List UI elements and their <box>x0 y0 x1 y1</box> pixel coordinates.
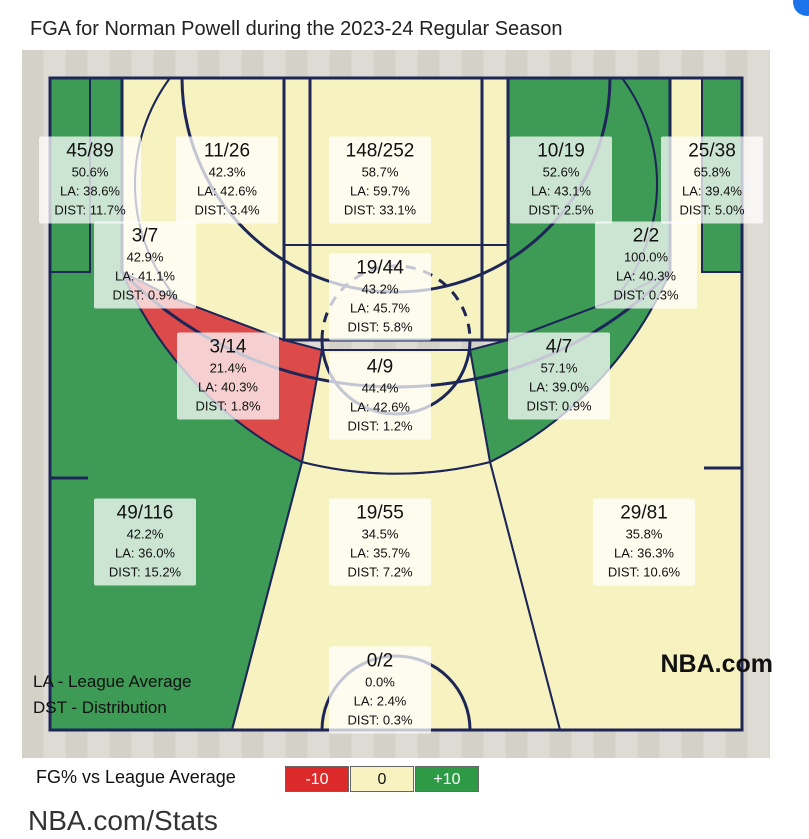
zone-fg-percent: 57.1% <box>540 360 578 376</box>
zone-made-attempted: 4/9 <box>366 356 394 378</box>
zone-stat-box: 4/7 57.1% LA: 39.0% DIST: 0.9% <box>508 332 610 420</box>
zone-made-attempted: 45/89 <box>66 140 114 162</box>
zone-fg-percent: 42.2% <box>126 526 164 542</box>
zone-league-average: LA: 36.3% <box>614 545 674 561</box>
zone-fg-percent: 35.8% <box>625 526 663 542</box>
zone-distribution: DIST: 2.5% <box>528 202 594 218</box>
zone-stat-box: 4/9 44.4% LA: 42.6% DIST: 1.2% <box>329 352 431 440</box>
zone-distribution: DIST: 33.1% <box>343 202 417 218</box>
zone-fg-percent: 42.3% <box>208 164 246 180</box>
zone-league-average: LA: 41.1% <box>115 268 175 284</box>
zone-made-attempted: 25/38 <box>688 140 736 162</box>
zone-made-attempted: 19/44 <box>356 257 404 279</box>
zone-made-attempted: 0/2 <box>366 650 394 672</box>
zone-distribution: DIST: 5.8% <box>347 319 413 335</box>
zone-fg-percent: 65.8% <box>693 164 731 180</box>
zone-made-attempted: 49/116 <box>116 502 174 524</box>
zone-fg-percent: 58.7% <box>361 164 399 180</box>
zone-stat-box: 45/89 50.6% LA: 38.6% DIST: 11.7% <box>39 136 141 224</box>
floor-plank <box>748 50 769 758</box>
zone-made-attempted: 2/2 <box>632 225 660 247</box>
zone-distribution: DIST: 0.3% <box>347 712 413 728</box>
fg-legend-label: FG% vs League Average <box>36 767 236 787</box>
zone-league-average: LA: 35.7% <box>350 545 410 561</box>
shot-chart: 45/89 50.6% LA: 38.6% DIST: 11.7% 11/26 42.3%… <box>22 50 770 758</box>
zone-league-average: LA: 59.7% <box>350 183 410 199</box>
zone-made-attempted: 148/252 <box>345 140 415 162</box>
zone-league-average: LA: 39.0% <box>529 379 589 395</box>
legend-swatch: 0 <box>350 766 414 792</box>
zone-stat-box: 49/116 42.2% LA: 36.0% DIST: 15.2% <box>94 498 196 586</box>
zone-league-average: LA: 2.4% <box>353 693 407 709</box>
zone-made-attempted: 11/26 <box>203 140 251 162</box>
zone-distribution: DIST: 7.2% <box>347 564 413 580</box>
zone-league-average: LA: 42.6% <box>350 399 410 415</box>
zone-fg-percent: 100.0% <box>623 249 669 265</box>
legend-swatch: -10 <box>285 766 349 792</box>
zone-distribution: DIST: 1.8% <box>195 398 261 414</box>
footer-source: NBA.com/Stats <box>28 805 218 836</box>
distribution-note: DST - Distribution <box>33 698 167 717</box>
corner-badge <box>793 0 809 16</box>
zone-league-average: LA: 42.6% <box>197 183 257 199</box>
zone-distribution: DIST: 3.4% <box>194 202 260 218</box>
zone-fg-percent: 34.5% <box>361 526 399 542</box>
legend-swatch: +10 <box>415 766 479 792</box>
zone-made-attempted: 4/7 <box>545 336 573 358</box>
nba-brand: NBA.com <box>660 650 773 678</box>
zone-league-average: LA: 39.4% <box>682 183 742 199</box>
zone-stat-box: 25/38 65.8% LA: 39.4% DIST: 5.0% <box>661 136 763 224</box>
zone-distribution: DIST: 11.7% <box>54 202 126 218</box>
zone-stat-box: 148/252 58.7% LA: 59.7% DIST: 33.1% <box>329 136 431 224</box>
league-average-note: LA - League Average <box>33 672 192 691</box>
zone-league-average: LA: 40.3% <box>616 268 676 284</box>
zone-fg-percent: 0.0% <box>365 674 395 690</box>
zone-distribution: DIST: 0.3% <box>613 287 679 303</box>
zone-distribution: DIST: 0.9% <box>112 287 178 303</box>
zone-fg-percent: 52.6% <box>542 164 580 180</box>
zone-distribution: DIST: 0.9% <box>526 398 592 414</box>
floor-plank <box>22 50 43 758</box>
zone-league-average: LA: 38.6% <box>60 183 120 199</box>
zone-league-average: LA: 45.7% <box>350 300 410 316</box>
zone-stat-box: 29/81 35.8% LA: 36.3% DIST: 10.6% <box>593 498 695 586</box>
zone-stat-box: 3/14 21.4% LA: 40.3% DIST: 1.8% <box>177 332 279 420</box>
zone-stat-box: 10/19 52.6% LA: 43.1% DIST: 2.5% <box>510 136 612 224</box>
zone-stat-box: 3/7 42.9% LA: 41.1% DIST: 0.9% <box>94 221 196 309</box>
zone-stat-box: 11/26 42.3% LA: 42.6% DIST: 3.4% <box>176 136 278 224</box>
zone-stat-box: 0/2 0.0% LA: 2.4% DIST: 0.3% <box>329 646 431 734</box>
zone-distribution: DIST: 10.6% <box>607 564 681 580</box>
chart-title: FGA for Norman Powell during the 2023-24… <box>30 18 563 40</box>
zone-stat-box: 19/55 34.5% LA: 35.7% DIST: 7.2% <box>329 498 431 586</box>
zone-made-attempted: 10/19 <box>537 140 585 162</box>
zone-fg-percent: 21.4% <box>209 360 247 376</box>
zone-fg-percent: 43.2% <box>361 281 399 297</box>
zone-made-attempted: 3/7 <box>131 225 159 247</box>
zone-fg-percent: 50.6% <box>71 164 109 180</box>
zone-fg-percent: 42.9% <box>126 249 164 265</box>
zone-distribution: DIST: 15.2% <box>108 564 182 580</box>
zone-made-attempted: 19/55 <box>356 502 404 524</box>
zone-stat-box: 19/44 43.2% LA: 45.7% DIST: 5.8% <box>329 253 431 341</box>
zone-made-attempted: 3/14 <box>209 336 247 358</box>
zone-distribution: DIST: 5.0% <box>679 202 745 218</box>
zone-made-attempted: 29/81 <box>620 502 668 524</box>
zone-stat-box: 2/2 100.0% LA: 40.3% DIST: 0.3% <box>595 221 697 309</box>
zone-league-average: LA: 36.0% <box>115 545 175 561</box>
zone-league-average: LA: 43.1% <box>531 183 591 199</box>
zone-distribution: DIST: 1.2% <box>347 418 413 434</box>
zone-fg-percent: 44.4% <box>361 380 399 396</box>
zone-league-average: LA: 40.3% <box>198 379 258 395</box>
